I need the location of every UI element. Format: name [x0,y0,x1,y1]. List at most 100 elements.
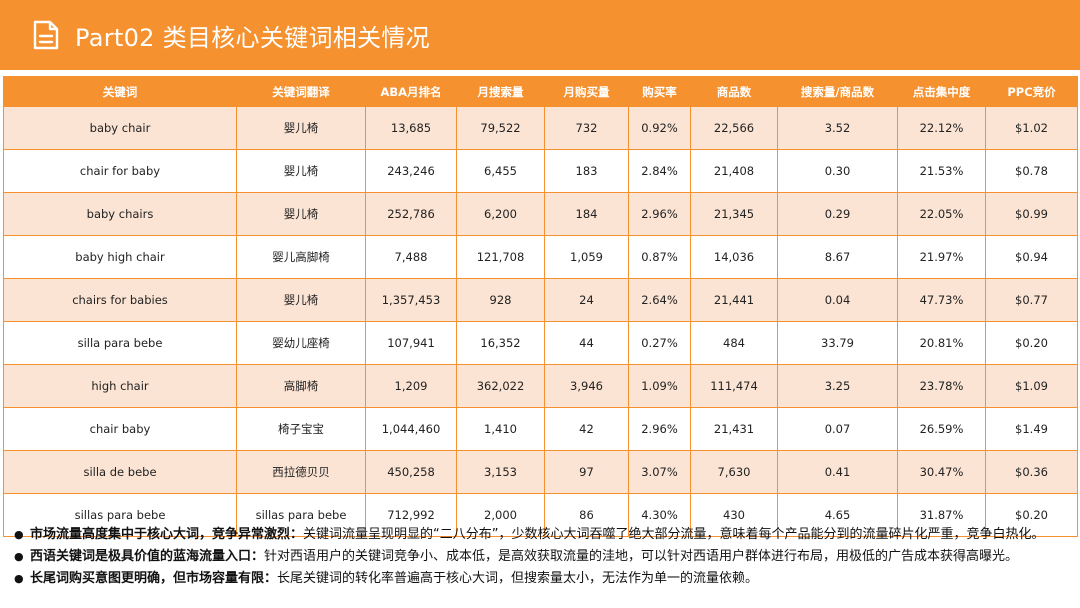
table-cell: 2.96% [628,192,691,236]
table-cell: 婴幼儿座椅 [236,321,366,365]
table-cell: 16,352 [456,321,545,365]
table-cell: 21.97% [897,235,986,279]
table-cell: 111,474 [690,364,778,408]
table-cell: $0.77 [985,278,1078,322]
table-cell: 4.65 [777,493,898,537]
table-cell: 86 [544,493,629,537]
table-cell: 婴儿高脚椅 [236,235,366,279]
table-cell: 22.05% [897,192,986,236]
table-cell: $1.02 [985,106,1078,150]
table-row: chair for baby 婴儿椅 243,246 6,455 183 2.84% 21,… [3,149,1078,193]
table-cell: 0.92% [628,106,691,150]
column-header: 月购买量 [544,76,629,107]
note-item: ● 西语关键词是极具价值的蓝海流量入口：针对西语用户的关键词竞争小、成本低，是高效… [14,546,1074,568]
table-row: baby chair 婴儿椅 13,685 79,522 732 0.92% 22,566 3… [3,106,1078,150]
table-cell: 20.81% [897,321,986,365]
table-row: silla para bebe 婴幼儿座椅 107,941 16,352 44 0.27%… [3,321,1078,365]
table-cell: 42 [544,407,629,451]
note-text: 针对西语用户的关键词竞争小、成本低，是高效获取流量的洼地，可以针对西语用户群体进… [264,549,1019,564]
table-cell: 3,153 [456,450,545,494]
table-cell: 0.41 [777,450,898,494]
table-cell: 0.27% [628,321,691,365]
table-cell: $0.20 [985,321,1078,365]
table-cell: 107,941 [365,321,457,365]
table-cell: silla de bebe [3,450,237,494]
table-cell: sillas para bebe [3,493,237,537]
table-cell: 6,200 [456,192,545,236]
table-cell: baby high chair [3,235,237,279]
note-lead: 长尾词购买意图更明确，但市场容量有限： [30,571,278,586]
table-cell: 婴儿椅 [236,192,366,236]
table-cell: 33.79 [777,321,898,365]
keyword-table: 关键词 关键词翻译 ABA月排名 月搜索量 月购买量 购买率 商品数 搜索量/商… [3,76,1078,537]
table-cell: 362,022 [456,364,545,408]
table-cell: sillas para bebe [236,493,366,537]
table-cell: high chair [3,364,237,408]
table-cell: 2,000 [456,493,545,537]
column-header: 关键词翻译 [236,76,366,107]
table-cell: 23.78% [897,364,986,408]
table-cell: 14,036 [690,235,778,279]
table-cell: 47.73% [897,278,986,322]
table-cell: 97 [544,450,629,494]
note-text: 关键词流量呈现明显的“二八分布”，少数核心大词吞噬了绝大部分流量，意味着每个产品… [303,527,1045,542]
table-cell: 婴儿椅 [236,278,366,322]
table-cell: 西拉德贝贝 [236,450,366,494]
table-row: baby chairs 婴儿椅 252,786 6,200 184 2.96% 21,345… [3,192,1078,236]
table-cell: 243,246 [365,149,457,193]
table-cell: 26.59% [897,407,986,451]
table-cell: 22,566 [690,106,778,150]
table-cell: 6,455 [456,149,545,193]
table-row: chair baby 椅子宝宝 1,044,460 1,410 42 2.96% 21,43… [3,407,1078,451]
table-cell: 1,410 [456,407,545,451]
table-cell: $0.99 [985,192,1078,236]
table-cell: 484 [690,321,778,365]
note-item: ● 市场流量高度集中于核心大词，竞争异常激烈：关键词流量呈现明显的“二八分布”，少… [14,524,1074,546]
table-cell: 高脚椅 [236,364,366,408]
note-item: ● 长尾词购买意图更明确，但市场容量有限：长尾关键词的转化率普遍高于核心大词，但搜… [14,568,1074,590]
table-cell: 183 [544,149,629,193]
table-cell: 21,431 [690,407,778,451]
table-cell: 婴儿椅 [236,106,366,150]
table-cell: $0.36 [985,450,1078,494]
table-cell: $1.09 [985,364,1078,408]
table-cell: 22.12% [897,106,986,150]
table-cell: 2.96% [628,407,691,451]
table-cell: 928 [456,278,545,322]
table-cell: 0.07 [777,407,898,451]
note-lead: 西语关键词是极具价值的蓝海流量入口： [30,549,265,564]
table-cell: chairs for babies [3,278,237,322]
table-cell: 21,408 [690,149,778,193]
table-cell: 婴儿椅 [236,149,366,193]
table-cell: silla para bebe [3,321,237,365]
table-cell: 79,522 [456,106,545,150]
table-cell: 0.04 [777,278,898,322]
table-row: sillas para bebe sillas para bebe 712,992 2… [3,493,1078,537]
table-cell: 2.64% [628,278,691,322]
table-cell: 44 [544,321,629,365]
page-title: Part02 类目核心关键词相关情况 [75,23,430,52]
page-header: Part02 类目核心关键词相关情况 [0,0,1080,70]
table-cell: 2.84% [628,149,691,193]
column-header: 商品数 [690,76,778,107]
column-header: 购买率 [628,76,691,107]
table-row: silla de bebe 西拉德贝贝 450,258 3,153 97 3.07% 7,6… [3,450,1078,494]
table-cell: 450,258 [365,450,457,494]
column-header: 点击集中度 [897,76,986,107]
table-cell: 21,345 [690,192,778,236]
table-row: high chair 高脚椅 1,209 362,022 3,946 1.09% 111,4… [3,364,1078,408]
table-cell: 31.87% [897,493,986,537]
table-cell: $0.94 [985,235,1078,279]
table-cell: 24 [544,278,629,322]
table-cell: baby chairs [3,192,237,236]
table-cell: 0.87% [628,235,691,279]
table-cell: 21.53% [897,149,986,193]
table-cell: 椅子宝宝 [236,407,366,451]
table-cell: 1.09% [628,364,691,408]
table-cell: 8.67 [777,235,898,279]
table-cell: chair for baby [3,149,237,193]
column-header: 搜索量/商品数 [777,76,898,107]
table-cell: 0.30 [777,149,898,193]
table-cell: 30.47% [897,450,986,494]
column-header: PPC竞价 [985,76,1078,107]
